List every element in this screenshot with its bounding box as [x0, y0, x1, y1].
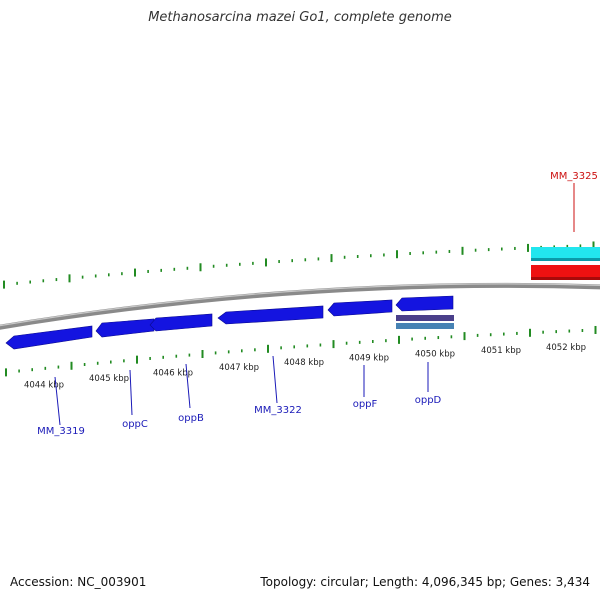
gene-label-oppb[interactable]: oppB — [178, 413, 204, 424]
ruler-label: 4052 kbp — [546, 343, 586, 353]
feature-cyan[interactable] — [531, 247, 600, 260]
leader-line-mm3319 — [54, 376, 61, 426]
gene-arrow-mm3322[interactable] — [217, 305, 324, 325]
ruler-label: 4051 kbp — [481, 346, 521, 356]
ruler-label: 4048 kbp — [284, 358, 324, 368]
gene-label-mm3325[interactable]: MM_3325 — [550, 171, 598, 182]
accession-text: Accession: NC_003901 — [10, 575, 147, 589]
map-title: Methanosarcina mazei Go1, complete genom… — [148, 10, 452, 25]
genome-stats-text: Topology: circular; Length: 4,096,345 bp… — [260, 575, 590, 589]
gene-bar-steelblue[interactable] — [396, 323, 454, 329]
leader-line-mm3322 — [272, 355, 278, 404]
inner-tick-track — [5, 325, 597, 377]
gene-label-oppc[interactable]: oppC — [122, 419, 148, 430]
genome-backbone-highlight — [0, 283, 600, 327]
gene-label-mm3319[interactable]: MM_3319 — [37, 426, 85, 437]
gene-label-oppf[interactable]: oppF — [353, 399, 378, 410]
gene-arrow-oppb[interactable] — [149, 313, 213, 332]
gene-arrow-oppc[interactable] — [95, 318, 155, 338]
gene-arrow-oppf[interactable] — [327, 299, 393, 317]
ruler-label-group: 4044 kbp 4045 kbp 4046 kbp 4047 kbp 4048 kbp… — [24, 343, 586, 390]
feature-red-shadow — [531, 277, 600, 280]
leader-line-oppc — [129, 369, 133, 416]
ruler-label: 4047 kbp — [219, 363, 259, 373]
gene-label-oppd[interactable]: oppD — [415, 395, 442, 406]
gene-bar-purple[interactable] — [396, 315, 454, 321]
leader-line-oppb — [185, 363, 191, 409]
gene-arrow-oppd[interactable] — [395, 295, 454, 312]
ruler-label: 4044 kbp — [24, 380, 64, 390]
ruler-label: 4050 kbp — [415, 350, 455, 360]
ruler-label: 4049 kbp — [349, 354, 389, 364]
feature-red[interactable] — [531, 265, 600, 280]
gene-label-mm3322[interactable]: MM_3322 — [254, 405, 302, 416]
genome-backbone — [0, 282, 600, 330]
gene-arrow-mm3319[interactable] — [5, 325, 93, 350]
feature-cyan-shadow — [531, 258, 600, 261]
ruler-label: 4045 kbp — [89, 374, 129, 384]
ruler-label: 4046 kbp — [153, 368, 193, 378]
outer-tick-track — [3, 241, 595, 289]
